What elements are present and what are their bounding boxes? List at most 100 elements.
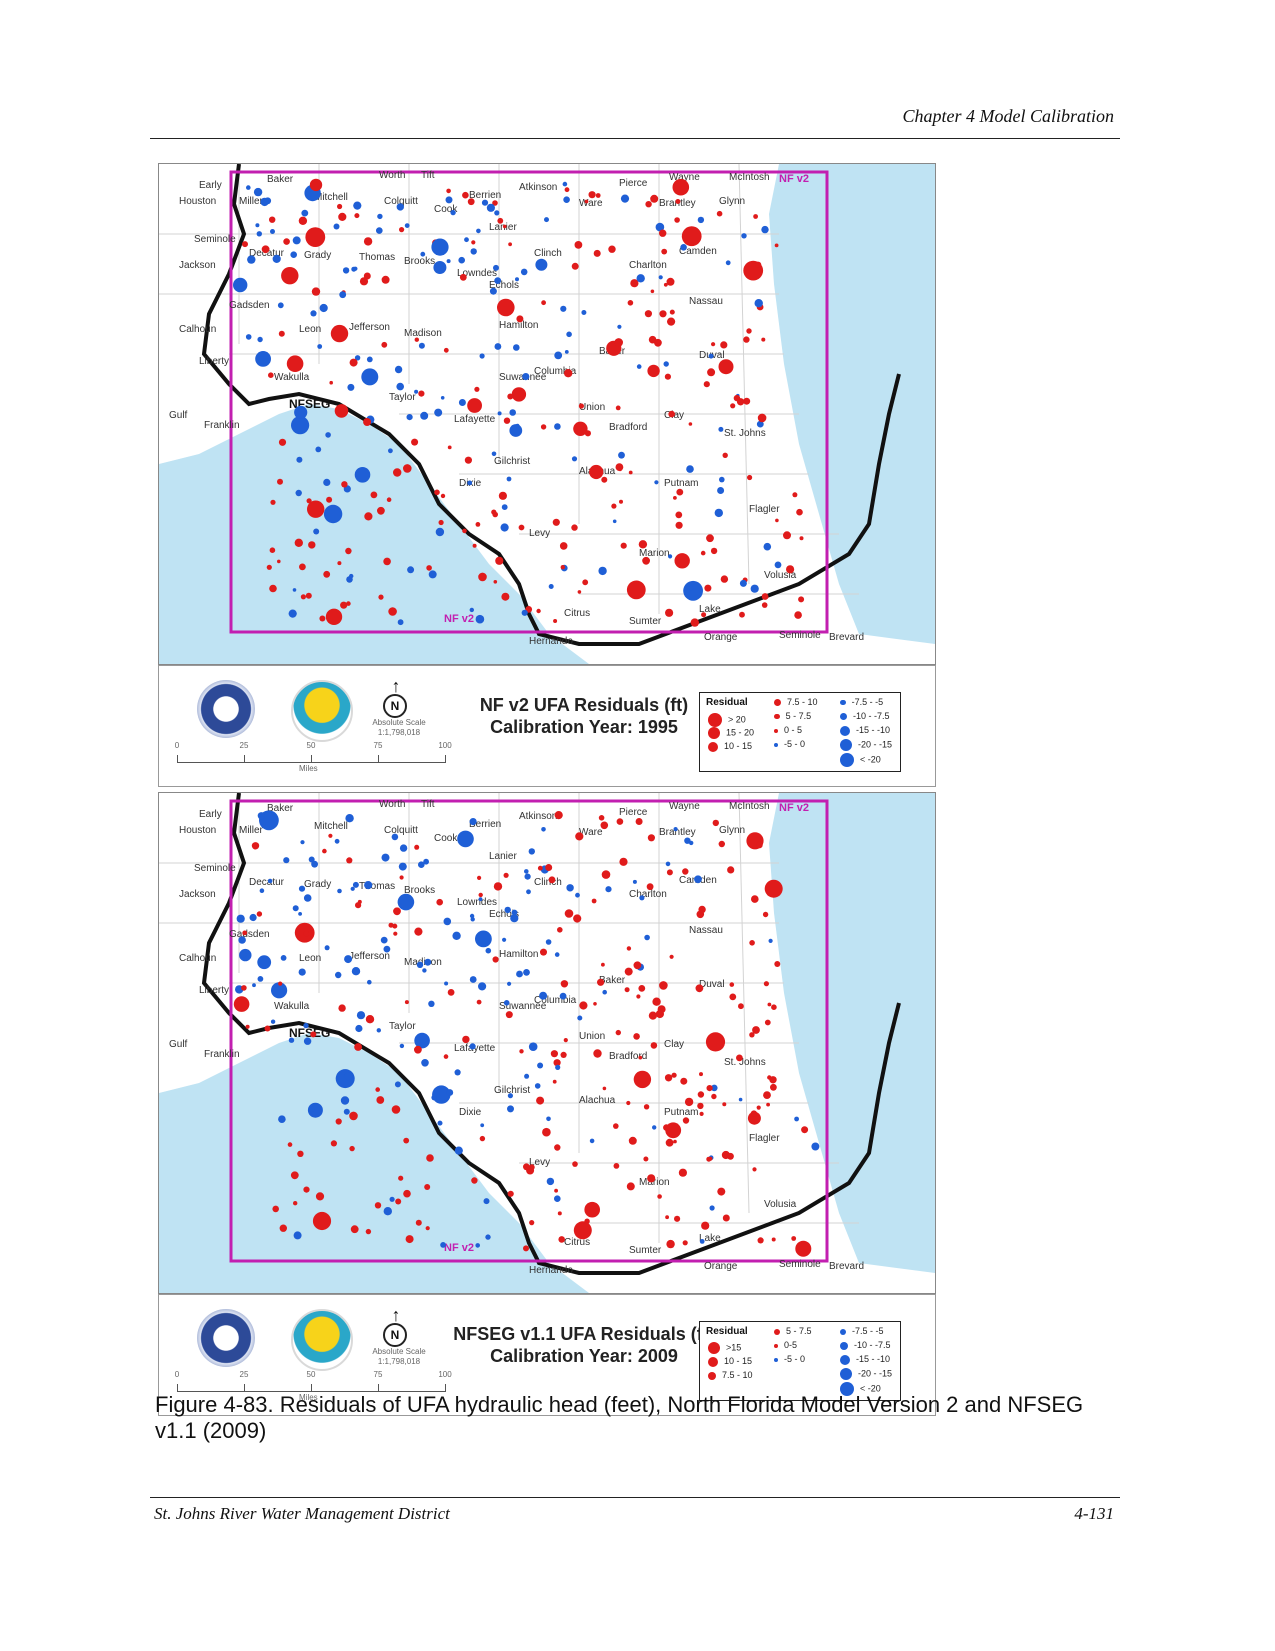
positive-residual-point <box>681 226 702 247</box>
county-label: Worth <box>379 170 406 181</box>
negative-residual-point <box>303 1037 312 1045</box>
negative-residual-point <box>537 1062 544 1069</box>
positive-residual-point <box>722 452 728 458</box>
county-label: Clinch <box>534 877 562 888</box>
county-label: Gulf <box>169 410 188 421</box>
negative-residual-point <box>454 1146 463 1155</box>
county-label: Echols <box>489 909 519 920</box>
positive-residual-point <box>426 565 432 571</box>
negative-residual-point <box>464 237 469 243</box>
negative-residual-point <box>509 409 516 416</box>
positive-residual-point <box>736 1054 743 1062</box>
positive-residual-point <box>791 1236 797 1241</box>
positive-residual-point <box>743 336 750 343</box>
negative-residual-point <box>404 223 410 228</box>
negative-residual-point <box>665 861 671 867</box>
county-label: St. Johns <box>724 1057 766 1068</box>
negative-residual-point <box>307 1102 323 1118</box>
county-label: Pierce <box>619 807 648 818</box>
positive-residual-point <box>690 618 699 627</box>
legend-dot-icon <box>774 728 778 733</box>
county-label: Charlton <box>629 889 667 900</box>
negative-residual-point <box>560 305 567 312</box>
positive-residual-point <box>756 841 763 849</box>
nf-logo <box>291 680 353 742</box>
negative-residual-point <box>345 814 354 823</box>
positive-residual-point <box>706 1085 713 1092</box>
positive-residual-point <box>393 907 401 916</box>
legend-item: 15 - 20 <box>708 727 754 739</box>
negative-residual-point <box>655 222 665 232</box>
positive-residual-point <box>459 273 467 281</box>
negative-residual-point <box>555 1064 561 1070</box>
legend-dot-icon <box>840 725 850 736</box>
negative-residual-point <box>406 414 413 421</box>
positive-residual-point <box>665 608 674 617</box>
positive-residual-point <box>495 556 504 565</box>
negative-residual-point <box>435 527 445 537</box>
sjr-logo-2: SJR <box>197 1309 255 1367</box>
positive-residual-point <box>598 815 605 821</box>
legend-panel-2009: SJR ↑ N Absolute Scale 1:1,798,018 0 25 … <box>158 1294 936 1416</box>
positive-residual-point <box>638 540 648 549</box>
negative-residual-point <box>680 244 687 251</box>
positive-residual-point <box>707 368 716 377</box>
negative-residual-point <box>811 1142 820 1151</box>
positive-residual-point <box>688 422 693 426</box>
legend-dot-icon <box>774 699 781 707</box>
positive-residual-point <box>349 1145 355 1152</box>
county-label: Hernando <box>529 1265 573 1276</box>
legend-dot-icon <box>708 1371 716 1380</box>
county-label: Berrien <box>469 190 501 201</box>
county-label: Berrien <box>469 819 501 830</box>
negative-residual-point <box>399 1043 405 1049</box>
positive-residual-point <box>682 1117 690 1124</box>
county-label: Thomas <box>359 881 395 892</box>
county-label: Levy <box>529 528 550 539</box>
negative-residual-point <box>418 342 425 349</box>
positive-residual-point <box>529 1220 535 1226</box>
positive-residual-point <box>643 1104 650 1110</box>
negative-residual-point <box>566 331 572 338</box>
county-label: Sumter <box>629 1245 662 1256</box>
county-label: Madison <box>404 328 442 339</box>
positive-residual-point <box>502 224 507 229</box>
legend-dot-icon <box>774 742 778 747</box>
county-label: Marion <box>639 548 670 559</box>
positive-residual-point <box>673 1139 677 1144</box>
negative-residual-point <box>257 976 264 982</box>
positive-residual-point <box>616 818 624 825</box>
legend-item: > 20 <box>708 713 746 727</box>
positive-residual-point <box>771 1237 776 1242</box>
county-label: Brantley <box>659 827 696 838</box>
positive-residual-point <box>711 342 716 347</box>
negative-residual-point <box>794 1116 799 1122</box>
positive-residual-point <box>290 1171 299 1180</box>
positive-residual-point <box>303 930 310 937</box>
negative-residual-point <box>632 879 637 884</box>
negative-residual-point <box>717 487 725 494</box>
north-symbol-icon: N <box>383 694 407 718</box>
negative-residual-point <box>391 833 399 841</box>
positive-residual-point <box>650 1042 658 1049</box>
scale-title: Absolute Scale 1:1,798,018 <box>372 718 426 737</box>
positive-residual-point <box>479 1135 486 1142</box>
county-label: Cook <box>434 204 458 215</box>
positive-residual-point <box>701 612 707 618</box>
nf-logo-2 <box>291 1309 353 1371</box>
negative-residual-point <box>283 857 290 864</box>
positive-residual-point <box>350 1225 359 1234</box>
nf-label-bottom-2: NF v2 <box>444 1242 474 1254</box>
positive-residual-point <box>476 999 482 1005</box>
negative-residual-point <box>469 607 474 613</box>
negative-residual-point <box>554 1195 561 1202</box>
county-label: Lake <box>699 1233 721 1244</box>
negative-residual-point <box>485 1234 491 1240</box>
positive-residual-point <box>659 229 667 237</box>
positive-residual-point <box>770 1083 777 1091</box>
county-label: Seminole <box>779 630 821 641</box>
positive-residual-point <box>319 615 326 622</box>
legend-dot-icon <box>708 1342 720 1354</box>
positive-residual-point <box>664 1074 673 1082</box>
positive-residual-point <box>633 1033 640 1040</box>
